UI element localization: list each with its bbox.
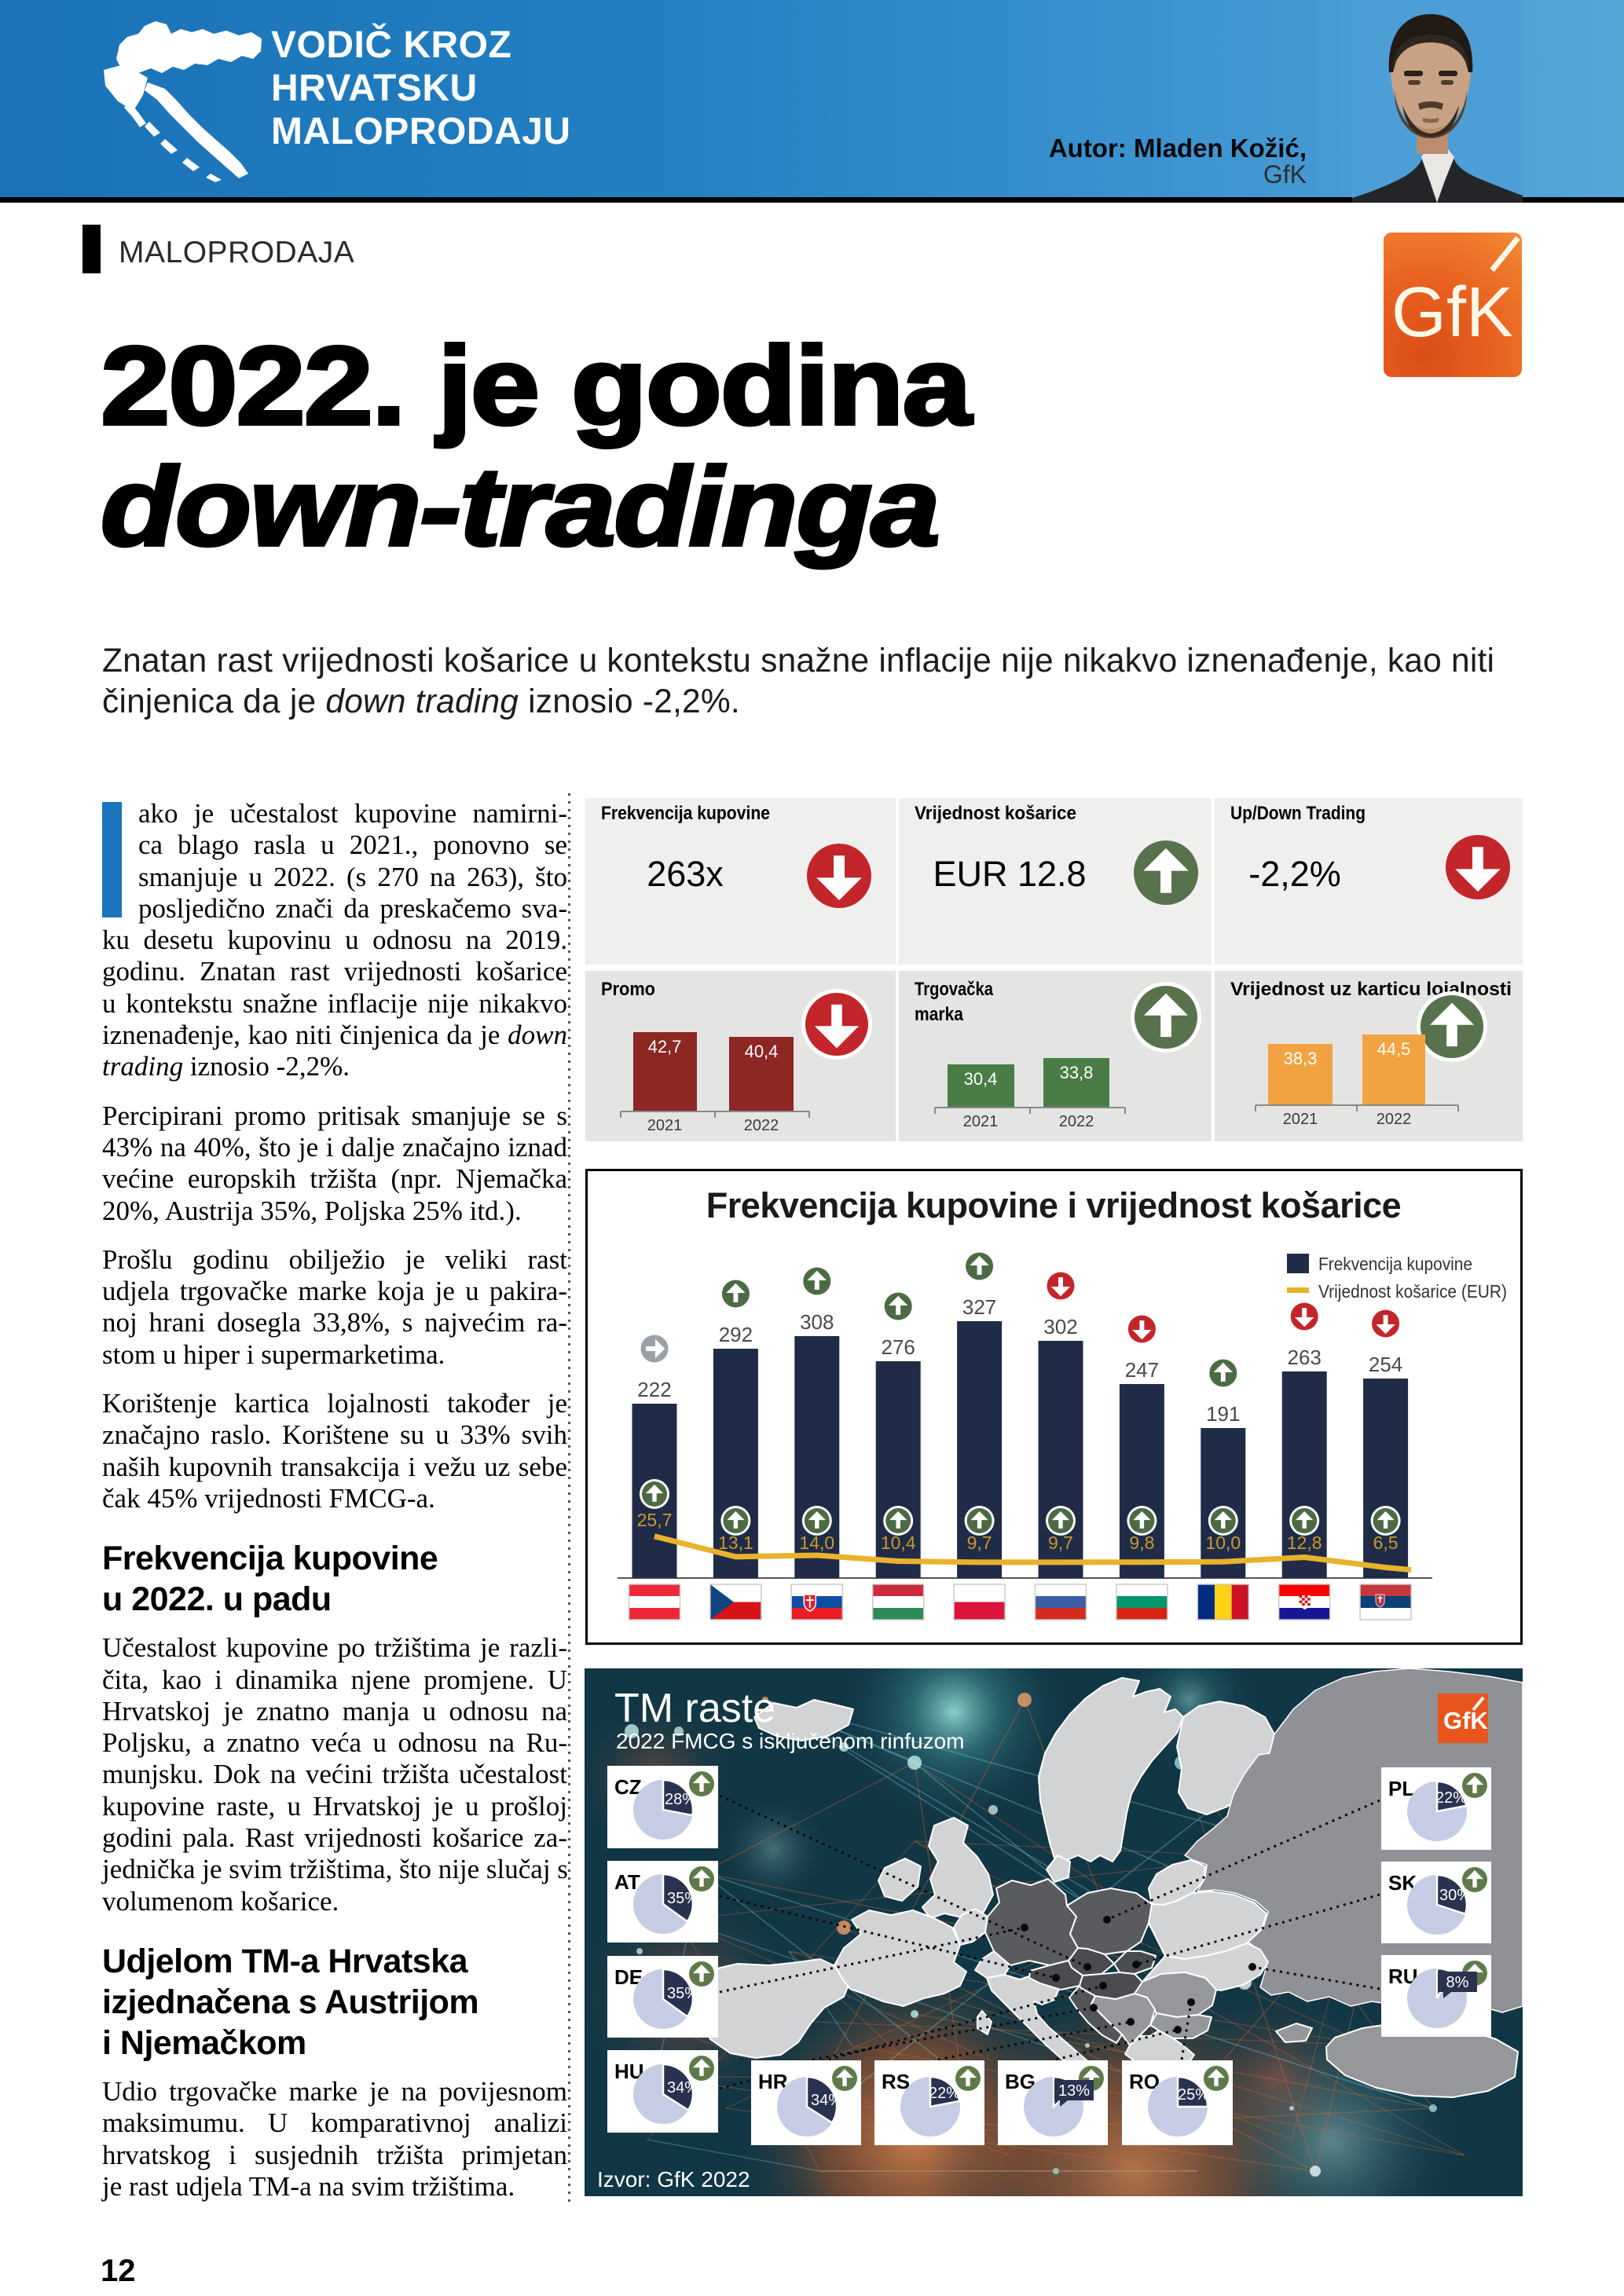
svg-text:25,7: 25,7 bbox=[637, 1510, 673, 1530]
svg-text:9,8: 9,8 bbox=[1129, 1532, 1154, 1553]
svg-text:Promo: Promo bbox=[601, 979, 655, 1000]
svg-text:13%: 13% bbox=[1058, 2082, 1090, 2100]
svg-text:38,3: 38,3 bbox=[1284, 1049, 1318, 1068]
svg-text:2021: 2021 bbox=[647, 1117, 683, 1134]
svg-text:Trgovačka: Trgovačka bbox=[915, 979, 994, 1000]
svg-text:8%: 8% bbox=[1446, 1974, 1469, 1991]
svg-text:AT: AT bbox=[614, 1870, 640, 1894]
svg-text:2021: 2021 bbox=[1283, 1111, 1318, 1128]
svg-text:Izvor: GfK 2022: Izvor: GfK 2022 bbox=[597, 2167, 750, 2192]
svg-text:marka: marka bbox=[915, 1004, 964, 1025]
svg-text:327: 327 bbox=[962, 1295, 996, 1319]
svg-text:28%: 28% bbox=[665, 1791, 696, 1808]
svg-text:Frekvencija kupovine: Frekvencija kupovine bbox=[1318, 1254, 1472, 1274]
svg-text:263: 263 bbox=[1288, 1346, 1322, 1369]
svg-text:GfK: GfK bbox=[1391, 273, 1513, 352]
svg-text:33,8: 33,8 bbox=[1060, 1063, 1094, 1082]
svg-text:10,4: 10,4 bbox=[881, 1532, 916, 1553]
svg-text:9,7: 9,7 bbox=[1048, 1532, 1073, 1553]
svg-text:EUR 12.8: EUR 12.8 bbox=[933, 854, 1086, 894]
svg-text:Frekvencija kupovine: Frekvencija kupovine bbox=[601, 803, 770, 824]
svg-text:GfK: GfK bbox=[1443, 1707, 1488, 1734]
svg-text:30%: 30% bbox=[1439, 1887, 1471, 1904]
svg-text:13,1: 13,1 bbox=[718, 1532, 753, 1553]
svg-text:292: 292 bbox=[719, 1323, 753, 1346]
svg-text:6,5: 6,5 bbox=[1373, 1532, 1399, 1553]
svg-text:35%: 35% bbox=[667, 1985, 698, 2002]
svg-text:2022: 2022 bbox=[744, 1117, 779, 1134]
svg-text:2021: 2021 bbox=[963, 1113, 999, 1130]
svg-text:Vrijednost košarice (EUR): Vrijednost košarice (EUR) bbox=[1318, 1281, 1507, 1302]
svg-text:42,7: 42,7 bbox=[648, 1037, 682, 1056]
svg-text:9,7: 9,7 bbox=[967, 1532, 992, 1553]
svg-text:22%: 22% bbox=[929, 2085, 960, 2102]
svg-text:2022: 2022 bbox=[1059, 1113, 1094, 1130]
svg-text:191: 191 bbox=[1206, 1402, 1240, 1426]
svg-text:2022: 2022 bbox=[1377, 1111, 1412, 1128]
svg-text:276: 276 bbox=[882, 1335, 915, 1359]
svg-text:308: 308 bbox=[800, 1310, 834, 1334]
svg-text:254: 254 bbox=[1369, 1353, 1402, 1376]
svg-text:12,8: 12,8 bbox=[1287, 1532, 1322, 1553]
svg-text:CZ: CZ bbox=[614, 1775, 642, 1799]
svg-text:44,5: 44,5 bbox=[1377, 1039, 1411, 1059]
svg-text:222: 222 bbox=[637, 1378, 671, 1401]
svg-text:10,0: 10,0 bbox=[1205, 1532, 1241, 1553]
svg-text:-2,2%: -2,2% bbox=[1248, 854, 1341, 894]
svg-text:Frekvencija kupovine i vrijedn: Frekvencija kupovine i vrijednost košari… bbox=[706, 1185, 1401, 1225]
svg-text:263x: 263x bbox=[647, 854, 724, 894]
svg-text:Vrijednost košarice: Vrijednost košarice bbox=[915, 803, 1076, 824]
svg-text:30,4: 30,4 bbox=[964, 1069, 998, 1089]
svg-text:302: 302 bbox=[1043, 1315, 1077, 1338]
svg-text:PL: PL bbox=[1388, 1777, 1414, 1800]
svg-text:TM raste: TM raste bbox=[614, 1686, 775, 1731]
svg-text:247: 247 bbox=[1125, 1358, 1159, 1382]
svg-text:34%: 34% bbox=[811, 2092, 842, 2109]
svg-text:35%: 35% bbox=[667, 1890, 698, 1907]
svg-text:2022 FMCG s isključenom rinfuz: 2022 FMCG s isključenom rinfuzom bbox=[616, 1729, 964, 1753]
svg-text:34%: 34% bbox=[667, 2079, 698, 2096]
svg-text:40,4: 40,4 bbox=[745, 1042, 779, 1061]
svg-text:25%: 25% bbox=[1178, 2086, 1209, 2104]
svg-text:22%: 22% bbox=[1435, 1789, 1467, 1807]
svg-text:RS: RS bbox=[882, 2070, 910, 2093]
svg-text:Up/Down Trading: Up/Down Trading bbox=[1230, 803, 1366, 824]
svg-text:14,0: 14,0 bbox=[799, 1532, 834, 1553]
